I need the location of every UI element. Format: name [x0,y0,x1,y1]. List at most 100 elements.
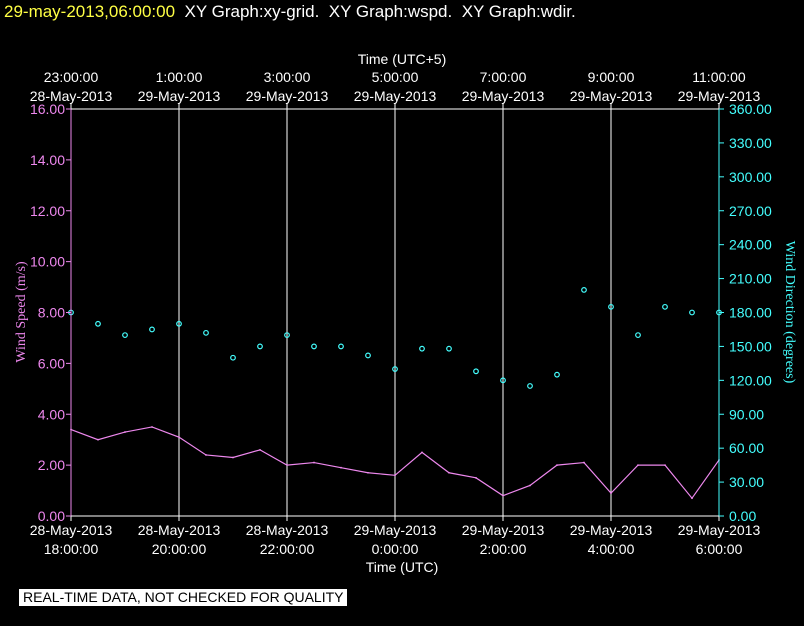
left-tick-label: 10.00 [30,254,65,270]
wdir-point [122,332,128,339]
x-axis-title: Time (UTC) [366,559,439,575]
top-tick-date: 29-May-2013 [570,88,653,104]
header-graph-2: XY Graph:wspd. [328,2,453,21]
x-tick-time: 4:00:00 [588,541,635,557]
right-tick-label: 180.00 [729,305,772,321]
wspd-point [313,461,315,464]
left-tick-label: 12.00 [30,203,65,219]
top-axis-title: Time (UTC+5) [358,51,447,67]
wdir-point [554,371,560,378]
right-tick-label: 150.00 [729,338,772,354]
wspd-point [259,448,261,451]
x-tick-date: 28-May-2013 [138,522,221,538]
top-tick-time: 7:00:00 [480,69,527,85]
wdir-point [176,320,182,327]
right-tick-label: 30.00 [729,474,764,490]
top-tick-date: 29-May-2013 [138,88,221,104]
right-tick-label: 120.00 [729,372,772,388]
wspd-point [178,436,180,439]
wdir-point [230,354,236,361]
wdir-point [338,343,344,350]
wdir-point [635,332,641,339]
top-tick-time: 11:00:00 [692,69,746,85]
wspd-point [502,494,504,497]
x-tick-time: 18:00:00 [44,541,99,557]
x-tick-time: 20:00:00 [152,541,207,557]
wdir-point [284,332,290,339]
wdir-point [149,326,155,333]
left-tick-label: 6.00 [38,355,65,371]
top-tick-date: 28-May-2013 [30,88,113,104]
wspd-point [205,454,207,456]
header-graph-3: XY Graph:wdir. [461,2,576,21]
x-tick-date: 28-May-2013 [30,522,113,538]
header-timestamp: 29-may-2013,06:00:00 [4,2,176,21]
wdir-point [365,352,371,359]
wspd-point [286,464,288,467]
wdir-point [257,343,263,350]
right-tick-label: 60.00 [729,440,764,456]
x-tick-date: 29-May-2013 [462,522,545,538]
x-tick-time: 22:00:00 [260,541,315,557]
wdir-point [419,345,425,352]
wdir-point [608,303,614,310]
wspd-point [475,476,477,479]
left-tick-label: 2.00 [38,457,65,473]
wdir-point [500,377,506,384]
top-tick-time: 23:00:00 [44,69,99,85]
left-tick-label: 0.00 [38,508,65,524]
wdir-point [446,345,452,352]
wdir-point [662,303,668,310]
x-tick-date: 28-May-2013 [246,522,329,538]
wdir-point [581,286,587,293]
wspd-point [367,471,369,474]
top-tick-time: 3:00:00 [264,69,311,85]
top-tick-date: 29-May-2013 [246,88,329,104]
wspd-point [637,464,639,467]
wspd-point [340,466,342,469]
right-tick-label: 90.00 [729,406,764,422]
wdir-point [689,309,695,316]
top-tick-date: 29-May-2013 [678,88,761,104]
right-tick-label: 330.00 [729,135,772,151]
right-tick-label: 0.00 [729,508,756,524]
top-tick-time: 5:00:00 [372,69,419,85]
wdir-point [311,343,317,350]
wspd-point [583,461,585,464]
wspd-point [556,464,558,467]
left-axis-title: Wind Speed (m/s) [14,261,29,363]
top-tick-time: 9:00:00 [588,69,635,85]
x-tick-time: 6:00:00 [696,541,743,557]
x-tick-date: 29-May-2013 [678,522,761,538]
left-tick-label: 14.00 [30,152,65,168]
wspd-point [448,471,450,474]
grid-layer [178,109,612,516]
wspd-point [97,438,99,441]
axes-layer: 28-May-2013 18:00:00 23:00:00 28-May-2013 28… [14,51,797,575]
x-tick-time: 0:00:00 [372,541,419,557]
wspd-point [610,492,612,495]
wdir-point [203,329,209,336]
left-tick-label: 16.00 [30,101,65,117]
wspd-point [232,456,234,459]
quality-disclaimer: REAL-TIME DATA, NOT CHECKED FOR QUALITY [19,589,348,606]
left-tick-label: 8.00 [38,305,65,321]
wspd-point [664,464,666,467]
top-tick-date: 29-May-2013 [354,88,437,104]
left-tick-label: 4.00 [38,406,65,422]
x-tick-time: 2:00:00 [480,541,527,557]
wspd-point [394,474,396,477]
right-tick-label: 240.00 [729,237,772,253]
right-axis-title: Wind Direction (degrees) [782,241,797,384]
right-tick-label: 300.00 [729,169,772,185]
x-tick-date: 29-May-2013 [354,522,437,538]
wdir-point [95,320,101,327]
wspd-point [124,431,126,433]
header-graph-1: XY Graph:xy-grid. [184,2,320,21]
wspd-point [529,484,531,487]
wdir-point [392,366,398,372]
wdir-point [473,368,479,375]
wdir-point [527,383,533,389]
top-tick-time: 1:00:00 [156,69,203,85]
